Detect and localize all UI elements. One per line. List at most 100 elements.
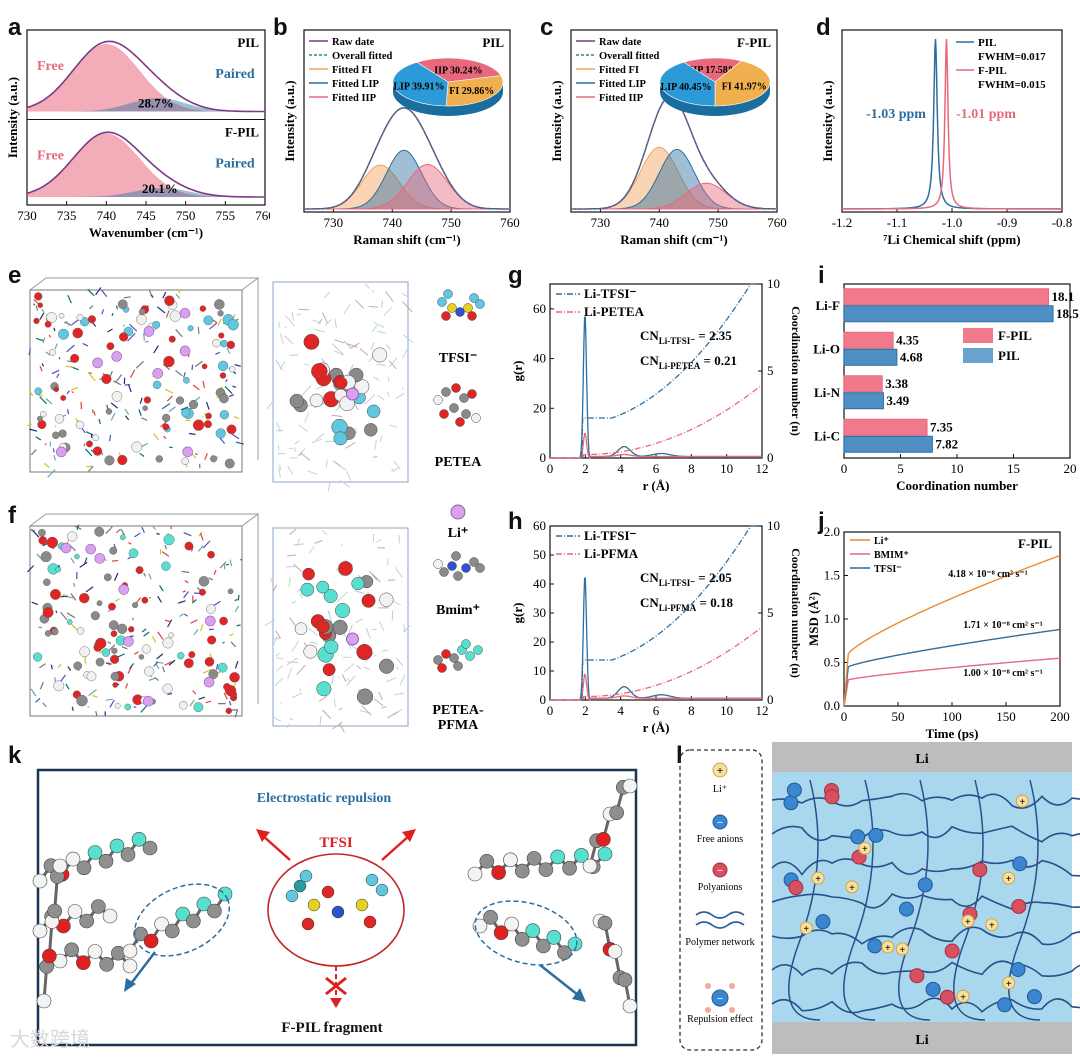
gr-polymer-curve: [550, 673, 762, 701]
bond-stick: [60, 611, 68, 621]
free-anion: [786, 782, 802, 798]
bond-stick: [54, 343, 58, 350]
chain-atom: [99, 957, 114, 972]
cn-value: = 0.21: [700, 353, 737, 368]
bond-stick: [154, 676, 159, 681]
x-tick-label: 15: [1007, 461, 1020, 476]
bar-pil: [843, 348, 898, 366]
x-axis-label: Time (ps): [926, 726, 979, 741]
bg-stick: [328, 611, 333, 623]
schematic-l: + − − − Li⁺ Free anions Polyanions Polymer …: [679, 742, 1080, 1054]
atom: [223, 683, 231, 691]
bg-stick: [387, 376, 390, 382]
bond-stick: [213, 600, 221, 607]
repulsion-mark: [705, 983, 711, 989]
bg-stick: [286, 723, 291, 728]
x-axis-label: Coordination number: [896, 478, 1018, 493]
bond-stick: [153, 345, 159, 354]
x-tick-label: 100: [942, 709, 962, 724]
bond-stick: [141, 417, 148, 422]
legend-label: Fitted FI: [599, 65, 639, 76]
mol-atom: [461, 639, 471, 649]
atom: [58, 429, 67, 438]
y-tick-label: 20: [533, 634, 546, 649]
li-ion: [346, 632, 359, 646]
bg-stick: [395, 393, 405, 400]
chain-atom: [526, 851, 542, 866]
atom: [184, 541, 194, 551]
legend-label: Li-PETEA: [584, 304, 645, 319]
chain-atom: [42, 948, 57, 964]
bg-stick: [401, 301, 413, 313]
x-tick-label: 8: [688, 703, 695, 718]
tfsi-atom: [355, 898, 369, 912]
bg-stick: [293, 563, 303, 573]
bg-stick: [314, 540, 323, 544]
cn-tfsi-curve: [550, 283, 762, 459]
x-tick-label: 12: [756, 703, 769, 718]
cn-text: CN: [640, 595, 659, 610]
bg-stick: [346, 678, 351, 683]
bond-stick: [192, 384, 200, 391]
atom: [181, 457, 189, 465]
bond-stick: [198, 696, 206, 700]
x-tick-label: 150: [996, 709, 1016, 724]
cluster-atom: [300, 582, 315, 597]
plus-icon: +: [717, 765, 723, 777]
bg-stick: [343, 303, 351, 315]
tfsi-atom: [365, 873, 379, 887]
panel-label-i: i: [818, 262, 825, 289]
atom: [204, 420, 212, 429]
bond-stick: [219, 561, 227, 569]
bg-stick: [381, 649, 389, 652]
tfsi-atom: [321, 885, 335, 899]
bond-stick: [82, 342, 89, 347]
chain-atom: [91, 899, 106, 914]
bond-stick: [148, 573, 152, 580]
atom: [142, 405, 148, 411]
chart-a: 730 735 740 745 750 755 760 Wavenumber (cm⁻¹) In…: [5, 29, 270, 240]
bg-stick: [392, 467, 399, 473]
atom: [205, 412, 212, 420]
x-tick-label: 730: [17, 208, 37, 223]
bg-stick: [365, 627, 371, 639]
bg-stick: [340, 544, 344, 546]
bg-stick: [289, 617, 296, 626]
y-axis-label: g(r): [510, 603, 525, 624]
atom: [76, 627, 85, 635]
fitted-lip-peak: [571, 148, 777, 210]
bg-stick: [355, 299, 365, 309]
bar-value-label: 4.68: [900, 349, 923, 364]
y-axis-label: Intensity (a.u.): [5, 77, 20, 158]
x-tick-label: 760: [767, 215, 787, 230]
atom: [51, 628, 59, 636]
bg-stick: [287, 465, 293, 475]
bg-stick: [355, 618, 363, 624]
bond-stick: [60, 595, 68, 598]
li-ion: [895, 942, 909, 956]
bg-stick: [272, 716, 282, 722]
bond-stick: [38, 394, 43, 397]
bg-stick: [333, 350, 345, 356]
mol-atom: [433, 655, 443, 665]
x-tick-label: 5: [897, 461, 904, 476]
chain-atom: [622, 778, 638, 794]
bond-stick: [47, 469, 56, 478]
cn-annotation: CNLi-PFMA = 0.18: [640, 595, 733, 613]
y2-tick-label: 0: [767, 692, 774, 707]
bond-stick: [204, 453, 208, 461]
legend-label: Fitted IIP: [599, 93, 644, 104]
atom: [49, 348, 56, 356]
x-axis-label: Wavenumber (cm⁻¹): [89, 225, 203, 240]
cluster-atom: [356, 688, 374, 705]
msd-curve: [843, 657, 1060, 707]
cluster-atom: [334, 376, 348, 390]
li-ion: [956, 989, 970, 1003]
bg-stick: [393, 692, 405, 696]
sim-box-top: [29, 277, 260, 291]
bond-stick: [178, 600, 186, 604]
atom: [220, 339, 228, 348]
bond-stick: [202, 668, 212, 674]
bond-stick: [71, 386, 79, 391]
tfsi-arrowhead-left: [256, 829, 270, 842]
